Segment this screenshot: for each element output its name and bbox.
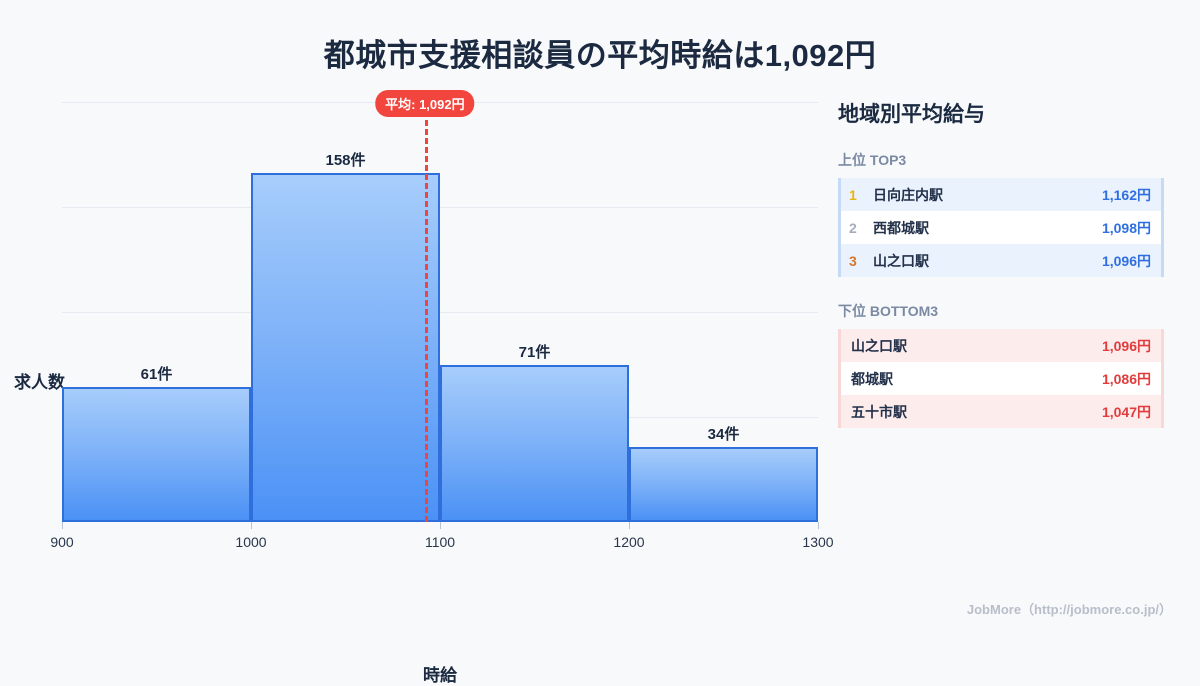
histogram-chart: 求人数 61件 158件 71件 34件 平均: 1,092円 900 1000 1100 12… <box>0 86 834 685</box>
x-tick-label: 1100 <box>424 534 456 550</box>
average-badge: 平均: 1,092円 <box>375 90 475 117</box>
gridline <box>62 207 818 208</box>
histogram-bar <box>629 446 818 522</box>
station-name: 都城駅 <box>851 370 893 387</box>
salary-value: 1,096円 <box>1101 252 1151 269</box>
x-axis-label: 時給 <box>423 666 457 685</box>
source-watermark: JobMore（http://jobmore.co.jp/） <box>966 602 1172 617</box>
salary-value: 1,047円 <box>1101 403 1151 420</box>
rank-number: 1 <box>849 186 857 203</box>
table-row[interactable]: 3 山之口駅 1,096円 <box>838 244 1164 277</box>
salary-value: 1,096円 <box>1101 337 1151 354</box>
station-name: 山之口駅 <box>873 252 929 269</box>
x-tick-label: 1200 <box>613 534 645 550</box>
region-salary-panel: 地域別平均給与 上位 TOP3 1 日向庄内駅 1,162円 2 西都城駅 1,098円 3… <box>838 98 1168 452</box>
top3-heading: 上位 TOP3 <box>838 152 907 168</box>
plot-area: 61件 158件 71件 34件 平均: 1,092円 900 1000 1100 1200 13… <box>50 90 834 550</box>
table-row[interactable]: 山之口駅 1,096円 <box>838 329 1164 362</box>
station-name: 日向庄内駅 <box>873 186 943 203</box>
bottom3-table: 山之口駅 1,096円都城駅 1,086円五十市駅 1,047円 <box>838 329 1164 428</box>
salary-value: 1,098円 <box>1101 219 1151 236</box>
rank-number: 3 <box>849 252 857 269</box>
histogram-bar <box>62 387 251 522</box>
bar-value-label: 34件 <box>707 425 740 443</box>
gridline <box>62 312 818 313</box>
y-axis-label: 求人数 <box>14 373 65 392</box>
x-tick-label: 1000 <box>235 534 267 550</box>
table-row[interactable]: 2 西都城駅 1,098円 <box>838 211 1164 244</box>
top3-table: 1 日向庄内駅 1,162円 2 西都城駅 1,098円 3 山之口駅 1,096円 <box>838 178 1164 277</box>
x-tick-mark <box>440 522 441 529</box>
table-row[interactable]: 都城駅 1,086円 <box>838 362 1164 395</box>
page-title: 都城市支援相談員の平均時給は1,092円 <box>323 38 877 73</box>
x-tick-mark <box>62 522 63 529</box>
infographic-page: 都城市支援相談員の平均時給は1,092円 求人数 61件 158件 71件 34件 平均… <box>0 38 1172 685</box>
bar-value-label: 71件 <box>518 344 551 362</box>
table-row[interactable]: 五十市駅 1,047円 <box>838 395 1164 428</box>
x-tick-mark <box>629 522 630 529</box>
sidebar-title: 地域別平均給与 <box>838 103 985 126</box>
x-tick-label: 1300 <box>802 534 834 550</box>
average-line <box>424 102 428 522</box>
x-tick-mark <box>251 522 252 529</box>
rank-number: 2 <box>849 219 857 236</box>
x-tick-mark <box>818 522 819 529</box>
bar-value-label: 61件 <box>140 366 173 384</box>
table-row[interactable]: 1 日向庄内駅 1,162円 <box>838 178 1164 211</box>
bottom3-heading: 下位 BOTTOM3 <box>838 303 939 319</box>
station-name: 五十市駅 <box>851 403 907 420</box>
histogram-bar <box>251 172 440 522</box>
station-name: 山之口駅 <box>851 337 907 354</box>
salary-value: 1,086円 <box>1101 370 1151 387</box>
bar-value-label: 158件 <box>325 151 366 169</box>
histogram-bar <box>440 365 629 522</box>
station-name: 西都城駅 <box>873 219 929 236</box>
x-tick-label: 900 <box>50 534 74 550</box>
salary-value: 1,162円 <box>1101 186 1151 203</box>
